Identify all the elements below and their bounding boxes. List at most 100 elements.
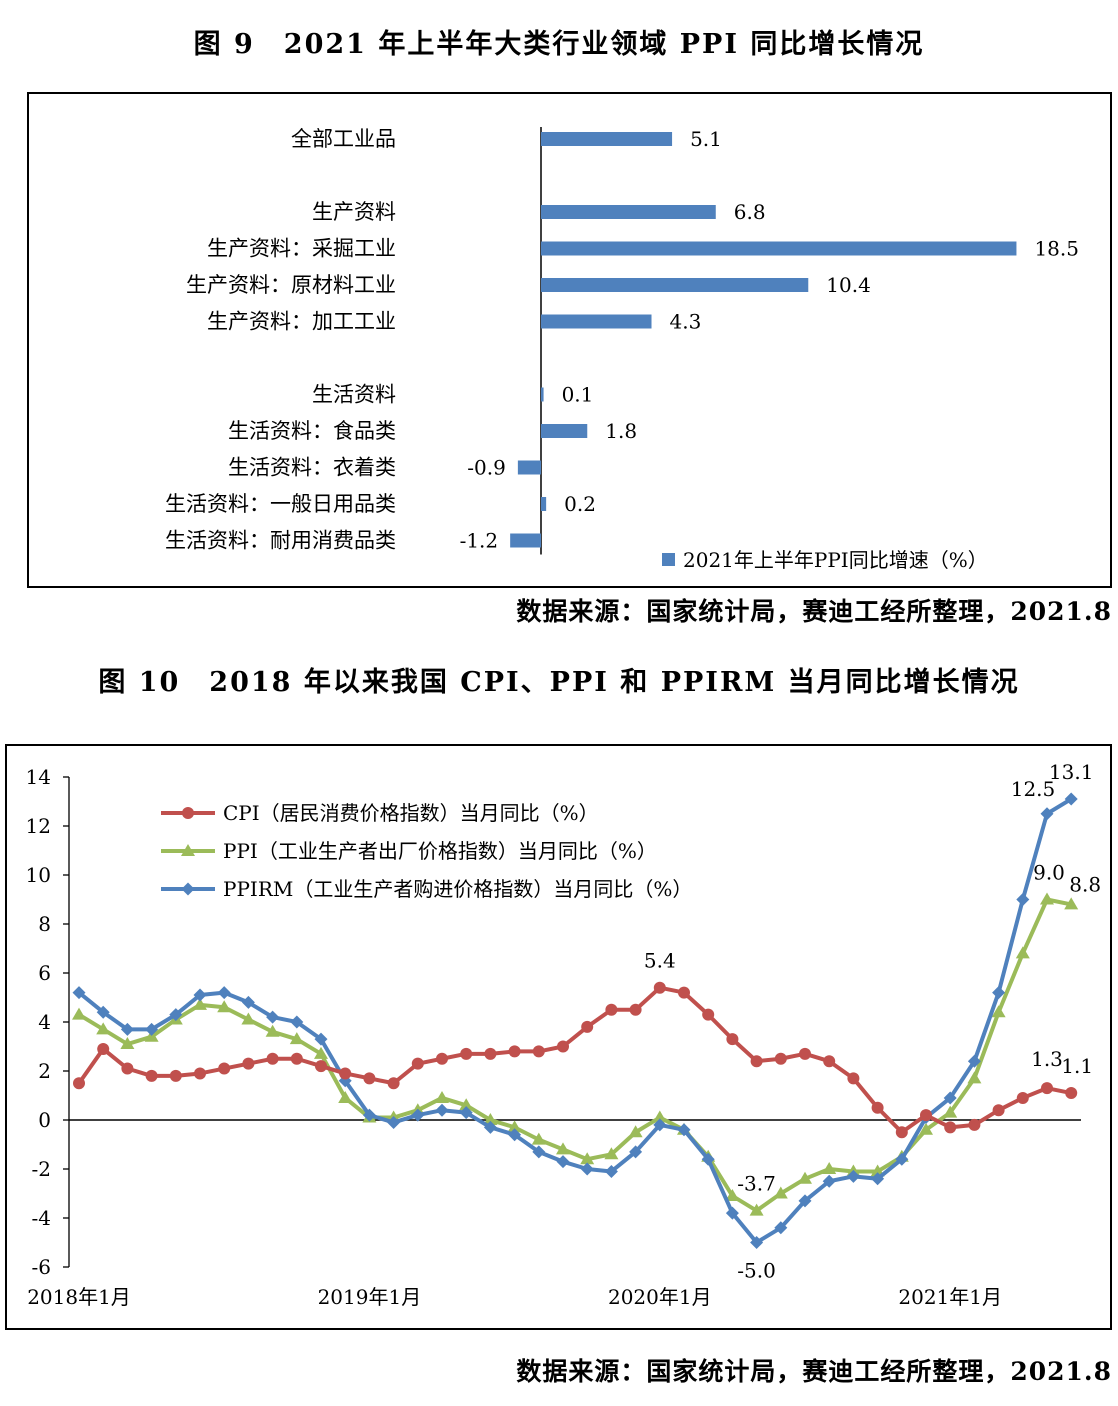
point: [653, 1118, 667, 1132]
y-tick-label: 6: [38, 961, 51, 985]
point: [73, 1077, 85, 1090]
bar-chart-svg: 全部工业品 5.1 生产资料 6.8 生产资料：采掘工业 18.5 生产资料：原材料工业 10…: [165, 127, 1079, 572]
point: [943, 1105, 958, 1118]
point: [508, 1045, 521, 1058]
point: [435, 1090, 449, 1103]
point: [580, 1162, 594, 1176]
y-tick-label: -2: [32, 1157, 51, 1181]
point: [265, 1024, 280, 1037]
y-tick-label: 12: [26, 814, 51, 838]
point: [750, 1236, 764, 1249]
point: [701, 1152, 715, 1166]
point: [483, 1113, 498, 1125]
x-tick-label: 2020年1月: [608, 1285, 712, 1309]
point: [314, 1032, 328, 1046]
figure-10-source: 数据来源：国家统计局，赛迪工经所整理，2021.8: [516, 1357, 1112, 1386]
point: [483, 1120, 497, 1134]
point: [338, 1090, 353, 1103]
point: [121, 1062, 134, 1075]
annotation-label: -5.0: [737, 1259, 776, 1283]
bar-value-label: 4.3: [670, 310, 702, 334]
y-tick-label: 2: [38, 1059, 51, 1083]
point: [967, 1071, 982, 1084]
category-label: 生活资料：衣着类: [228, 456, 396, 480]
bar: [541, 497, 547, 511]
annotation-label: 9.0: [1033, 861, 1065, 885]
point: [145, 1022, 159, 1036]
point: [508, 1128, 522, 1142]
point: [217, 1000, 232, 1013]
point: [266, 1010, 280, 1024]
point: [459, 1098, 474, 1111]
annotation-label: 8.8: [1069, 872, 1101, 896]
bar-value-label: 0.2: [564, 492, 596, 516]
point: [605, 1003, 618, 1016]
point: [387, 1077, 400, 1090]
point: [241, 1012, 256, 1025]
point: [798, 1194, 812, 1208]
point: [604, 1147, 619, 1160]
point: [241, 995, 255, 1009]
y-tick-label: 10: [26, 863, 51, 887]
point: [992, 986, 1006, 1000]
point: [96, 1022, 111, 1035]
point: [678, 986, 690, 999]
category-label: 生产资料：采掘工业: [207, 237, 396, 261]
category-label: 全部工业品: [291, 127, 396, 151]
point: [823, 1055, 836, 1068]
point: [97, 1042, 110, 1055]
point: [895, 1126, 908, 1139]
point: [290, 1052, 303, 1065]
point: [798, 1171, 812, 1184]
bar: [541, 424, 588, 438]
point: [1016, 1091, 1029, 1104]
series-line: [77, 797, 1073, 1245]
bar: [517, 460, 541, 475]
point: [242, 1057, 255, 1070]
annotation-label: -3.7: [737, 1172, 776, 1196]
figure-9-title: 图 9 2021 年上半年大类行业领域 PPI 同比增长情况: [193, 29, 925, 60]
legend-swatch: [662, 553, 675, 566]
point: [556, 1155, 570, 1169]
point: [725, 1188, 740, 1201]
point: [387, 1115, 401, 1129]
point: [653, 981, 666, 994]
bar-value-label: 18.5: [1034, 237, 1079, 261]
point: [436, 1052, 448, 1065]
point: [629, 1003, 642, 1016]
y-tick-label: -4: [32, 1206, 51, 1230]
point: [557, 1040, 569, 1053]
annotation-label: 1.3: [1031, 1047, 1063, 1071]
point: [435, 1103, 449, 1117]
point: [773, 1186, 788, 1199]
legend-label: 2021年上半年PPI同比增速（%）: [683, 548, 988, 572]
point: [967, 1054, 981, 1068]
category-label: 生产资料：原材料工业: [186, 273, 396, 297]
point: [1064, 792, 1078, 806]
bar: [541, 314, 652, 329]
y-tick-label: -6: [32, 1255, 51, 1279]
point: [194, 1067, 206, 1080]
annotation-label: 5.4: [644, 949, 676, 973]
line-chart-panel: -6 -4 -2 0 2 4 6 8 10 12 14 2018年1月 2019年1月 2020年1月 20…: [5, 744, 1112, 1330]
bar: [541, 132, 673, 146]
point: [484, 1047, 497, 1060]
category-label: 生活资料：食品类: [228, 419, 396, 443]
point: [677, 1123, 691, 1137]
point: [920, 1109, 932, 1122]
point: [145, 1069, 158, 1082]
point: [1040, 892, 1054, 905]
point: [799, 1047, 811, 1060]
point: [169, 1069, 182, 1082]
x-tick-label: 2019年1月: [318, 1285, 422, 1309]
bar-value-label: -0.9: [467, 456, 506, 480]
point: [822, 1174, 836, 1188]
point: [604, 1164, 618, 1178]
point: [532, 1045, 545, 1058]
point: [181, 882, 195, 896]
bar: [541, 205, 716, 219]
point: [846, 1169, 860, 1183]
point: [895, 1152, 909, 1166]
point: [774, 1221, 788, 1235]
point: [991, 1005, 1006, 1018]
